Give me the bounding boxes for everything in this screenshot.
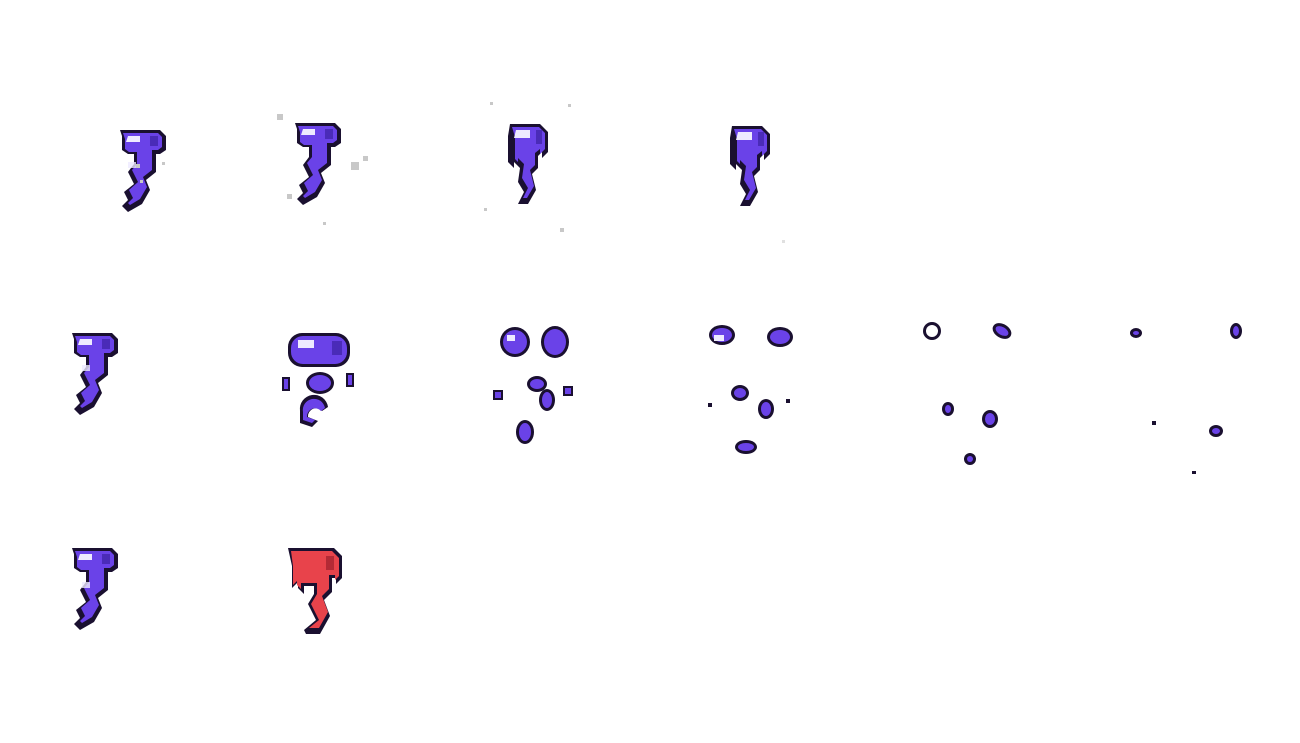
ghost-silhouette-icon [288,548,342,634]
ghost-curl-icon [277,114,368,225]
ghost-bits-icon [923,322,1012,465]
idle-frame-3 [460,100,660,300]
ghost-drip-icon [484,102,571,232]
idle-frame-2 [255,110,455,310]
hurt-frame-1 [50,540,250,740]
death-frame-5 [920,315,1120,515]
death-frame-2 [270,325,470,525]
death-frame-4 [700,315,900,515]
ghost-blobs-icon [493,326,573,444]
idle-frame-4 [670,100,870,300]
hurt-frame-2 [270,540,470,740]
ghost-curl-icon [72,333,118,415]
death-frame-3 [485,320,685,520]
ghost-fragments-icon [708,325,793,454]
death-frame-6 [1120,315,1300,515]
ghost-curl-icon [120,130,166,212]
ghost-drip-icon [730,126,785,243]
death-frame-1 [50,325,250,525]
ghost-split-icon [282,333,354,427]
idle-frame-1 [50,110,250,310]
ghost-specks-icon [1130,323,1242,474]
ghost-curl-icon [72,548,118,630]
